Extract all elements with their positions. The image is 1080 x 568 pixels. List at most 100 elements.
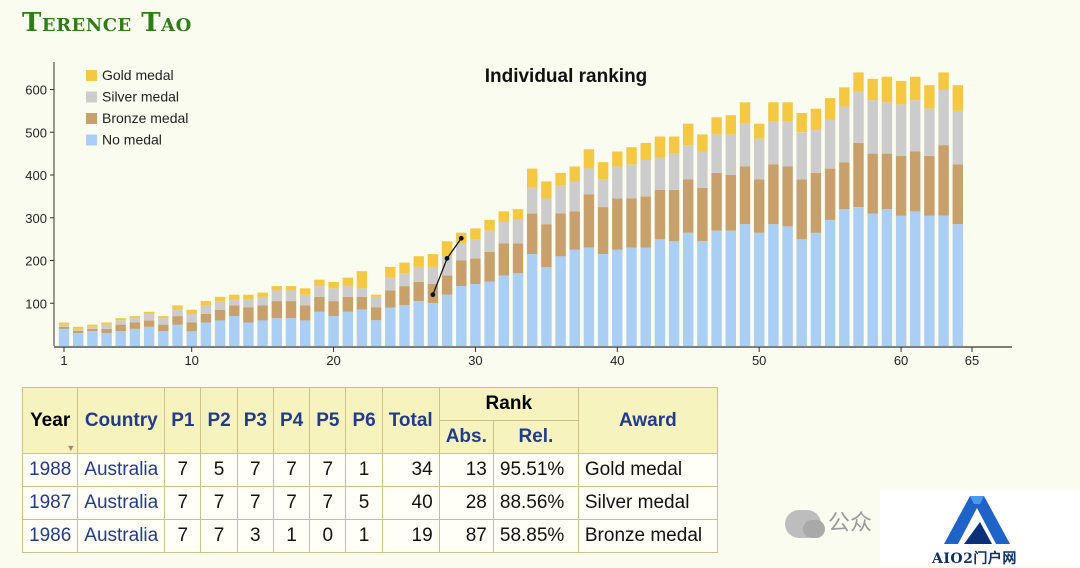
bar-bronze-medal xyxy=(243,307,254,323)
bar-silver-medal xyxy=(555,185,566,214)
bar-gold-medal xyxy=(285,286,297,291)
bar-silver-medal xyxy=(214,301,226,310)
bar-gold-medal xyxy=(654,136,666,158)
bar-gold-medal xyxy=(470,228,481,240)
cell-rel: 95.51% xyxy=(492,453,579,487)
cell-award: Gold medal xyxy=(577,453,718,487)
bar-gold-medal xyxy=(754,123,765,139)
results-table: Year ▼ Country P1 P2 P3 P4 P5 P6 Total Ra… xyxy=(21,387,718,553)
cell-country[interactable]: Australia xyxy=(77,486,166,520)
bar-bronze-medal xyxy=(385,290,396,308)
bar-gold-medal xyxy=(555,172,566,186)
header-rank: Rank xyxy=(438,387,579,421)
bar-silver-medal xyxy=(924,108,935,156)
bar-no-medal xyxy=(101,333,112,346)
bar-silver-medal xyxy=(683,145,694,180)
bar-silver-medal xyxy=(824,119,836,169)
cell-p2: 5 xyxy=(200,453,238,487)
bar-silver-medal xyxy=(527,187,538,214)
header-p4[interactable]: P4 xyxy=(272,387,311,454)
bar-silver-medal xyxy=(456,243,467,261)
bar-bronze-medal xyxy=(314,296,325,312)
table-row: 1988 Australia 7 5 7 7 7 1 34 13 95.51% Gold medal xyxy=(21,453,718,487)
bar-gold-medal xyxy=(200,301,212,306)
bar-silver-medal xyxy=(626,164,637,199)
bar-no-medal xyxy=(399,305,410,346)
bar-bronze-medal xyxy=(711,172,722,231)
bar-bronze-medal xyxy=(512,243,524,274)
page-title: Terence Tao xyxy=(22,8,192,38)
bar-bronze-medal xyxy=(583,194,595,248)
bar-bronze-medal xyxy=(158,324,169,331)
bar-no-medal xyxy=(683,232,694,346)
bar-silver-medal xyxy=(910,100,921,152)
bar-no-medal xyxy=(824,219,836,346)
header-rel[interactable]: Rel. xyxy=(492,420,579,454)
header-year[interactable]: Year ▼ xyxy=(21,387,79,454)
bar-bronze-medal xyxy=(527,213,538,255)
bar-gold-medal xyxy=(810,108,822,131)
bar-no-medal xyxy=(214,320,226,346)
bar-no-medal xyxy=(385,307,396,346)
cell-year[interactable]: 1986 xyxy=(21,519,79,553)
legend-label: Gold medal xyxy=(102,67,174,83)
bar-bronze-medal xyxy=(569,211,580,250)
header-total[interactable]: Total xyxy=(381,387,440,454)
cell-country[interactable]: Australia xyxy=(77,519,166,553)
bar-no-medal xyxy=(725,230,736,346)
header-p6[interactable]: P6 xyxy=(345,387,383,454)
cell-year[interactable]: 1988 xyxy=(21,453,79,487)
bar-bronze-medal xyxy=(952,164,963,225)
bar-bronze-medal xyxy=(172,316,183,325)
header-p2[interactable]: P2 xyxy=(200,387,238,454)
bar-silver-medal xyxy=(257,296,268,306)
bar-silver-medal xyxy=(470,239,481,259)
cell-country[interactable]: Australia xyxy=(77,453,166,487)
bar-gold-medal xyxy=(583,149,595,169)
header-p1[interactable]: P1 xyxy=(164,387,202,454)
bar-silver-medal xyxy=(498,222,509,244)
header-p5[interactable]: P5 xyxy=(309,387,347,454)
bar-no-medal xyxy=(186,331,197,346)
bar-no-medal xyxy=(668,241,680,346)
header-p3[interactable]: P3 xyxy=(236,387,274,454)
y-tick-label: 600 xyxy=(25,83,47,98)
header-abs[interactable]: Abs. xyxy=(438,420,494,454)
bar-gold-medal xyxy=(441,241,453,257)
bar-silver-medal xyxy=(87,326,98,329)
bar-no-medal xyxy=(612,249,623,346)
bar-no-medal xyxy=(158,331,169,346)
bar-silver-medal xyxy=(328,288,339,302)
bar-bronze-medal xyxy=(782,166,793,227)
bar-bronze-medal xyxy=(328,301,339,317)
header-award[interactable]: Award xyxy=(577,387,718,454)
cell-year[interactable]: 1987 xyxy=(21,486,79,520)
bar-bronze-medal xyxy=(356,296,368,310)
chart-title: Individual ranking xyxy=(485,66,648,87)
bar-no-medal xyxy=(413,301,424,346)
cell-award: Bronze medal xyxy=(577,519,718,553)
cell-p6: 1 xyxy=(345,519,383,553)
bar-gold-medal xyxy=(87,324,98,327)
header-country[interactable]: Country xyxy=(77,387,166,454)
sort-arrow-icon[interactable]: ▼ xyxy=(66,443,76,453)
cell-abs: 13 xyxy=(438,453,494,487)
bar-bronze-medal xyxy=(824,168,836,220)
bar-gold-medal xyxy=(697,134,708,152)
bar-no-medal xyxy=(626,247,637,346)
bar-no-medal xyxy=(839,209,850,346)
table-row: 1986 Australia 7 7 3 1 0 1 19 87 58.85% Bronze meda… xyxy=(21,519,718,553)
bar-silver-medal xyxy=(73,328,84,331)
bar-gold-medal xyxy=(768,102,779,122)
bar-silver-medal xyxy=(101,324,112,329)
bar-bronze-medal xyxy=(470,258,481,284)
bar-no-medal xyxy=(640,247,651,346)
cell-award: Silver medal xyxy=(577,486,718,520)
bar-no-medal xyxy=(597,254,609,346)
bar-bronze-medal xyxy=(626,198,637,248)
bar-silver-medal xyxy=(810,130,822,173)
bar-bronze-medal xyxy=(683,179,694,233)
bar-gold-medal xyxy=(824,98,836,120)
bar-gold-medal xyxy=(158,316,169,319)
cell-p4: 7 xyxy=(272,486,311,520)
